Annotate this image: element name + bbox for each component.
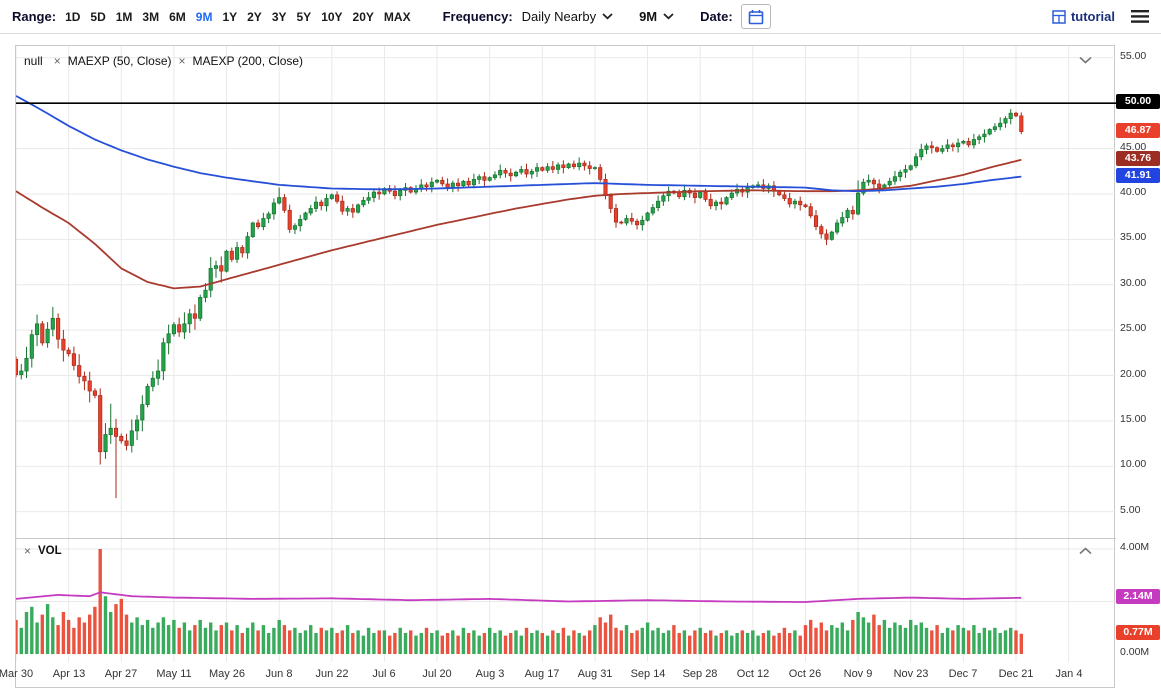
range-option-6m[interactable]: 6M [169,9,186,24]
price-badge: 46.87 [1116,123,1160,138]
expand-panel-chevron-icon[interactable] [1079,547,1092,555]
range-option-9m[interactable]: 9M [195,9,213,24]
x-tick-label: Jul 6 [372,668,396,680]
price-tick-label: 25.00 [1120,322,1147,334]
frequency-dropdown[interactable]: Daily Nearby [522,9,613,24]
x-tick-label: Dec 7 [948,668,978,680]
panel-divider[interactable] [16,538,1116,539]
chart-legend: null × MAEXP (50, Close) × MAEXP (200, Clos… [24,54,303,68]
range-option-3m[interactable]: 3M [142,9,160,24]
price-tick-label: 40.00 [1120,186,1147,198]
volume-label: VOL [38,545,62,557]
remove-volume-icon[interactable]: × [24,544,32,558]
x-tick-label: Oct 26 [788,668,822,680]
volume-panel[interactable]: × VOL [14,539,1116,662]
x-tick-label: Apr 13 [52,668,86,680]
range-option-5y[interactable]: 5Y [296,9,312,24]
frequency-label: Frequency: [442,9,513,24]
x-tick-label: Sep 14 [630,668,666,680]
range-option-max[interactable]: MAX [383,9,411,24]
range-option-2y[interactable]: 2Y [247,9,262,24]
range-option-1y[interactable]: 1Y [222,9,238,24]
x-tick-label: Jun 22 [315,668,349,680]
x-tick-label: Aug 17 [524,668,560,680]
price-tick-label: 10.00 [1120,458,1147,470]
x-tick-label: Sep 28 [682,668,718,680]
price-axis[interactable]: 55.00 50.00 45.00 40.00 35.00 30.00 25.00 20.00… [1116,45,1161,688]
tutorial-label: tutorial [1070,9,1115,24]
volume-canvas[interactable] [14,539,1116,662]
price-tick-label: 30.00 [1120,277,1147,289]
price-tick-label: 20.00 [1120,368,1147,380]
price-tick-label: 55.00 [1120,50,1147,62]
volume-tick-label: 4.00M [1120,541,1150,553]
range-option-3y[interactable]: 3Y [271,9,287,24]
price-tick-label: 5.00 [1120,504,1141,516]
period-value: 9M [639,9,658,24]
period-dropdown[interactable]: 9M [639,9,674,24]
collapse-panel-chevron-icon[interactable] [1079,56,1092,64]
volume-badge: 0.77M [1116,625,1160,640]
volume-badge: 2.14M [1116,589,1160,604]
x-tick-label: May 11 [156,668,192,680]
menu-icon[interactable] [1131,10,1149,23]
price-tick-label: 35.00 [1120,231,1147,243]
study-label: MAEXP (200, Close) [192,54,304,68]
range-option-1m[interactable]: 1M [115,9,133,24]
price-tick-label: 15.00 [1120,413,1147,425]
study-label: MAEXP (50, Close) [67,54,172,68]
toolbar: Range: 1D 5D 1M 3M 6M 9M 1Y 2Y 3Y 5Y 10Y 20Y MAX Fre… [0,0,1161,34]
price-chart-canvas[interactable] [13,46,1116,538]
volume-legend: × VOL [24,545,62,557]
frequency-value: Daily Nearby [521,9,597,24]
x-tick-label: Jul 20 [422,668,452,680]
date-label: Date: [700,9,733,24]
volume-tick-label: 0.00M [1120,646,1150,658]
x-tick-label: Apr 27 [104,668,138,680]
symbol-label: null [24,54,43,68]
remove-study-icon[interactable]: × [178,54,186,68]
x-tick-label: May 26 [208,668,246,680]
price-badge: 43.76 [1116,151,1160,166]
x-tick-label: Nov 23 [893,668,929,680]
chevron-down-icon [602,13,613,20]
chart-container: null × MAEXP (50, Close) × MAEXP (200, Clos… [0,45,1116,688]
remove-study-icon[interactable]: × [53,54,61,68]
x-tick-label: Aug 3 [475,668,505,680]
range-option-1d[interactable]: 1D [65,9,81,24]
price-tick-label: 45.00 [1120,141,1147,153]
x-tick-label: Oct 12 [736,668,770,680]
price-badge: 41.91 [1116,168,1160,183]
range-option-20y[interactable]: 20Y [352,9,374,24]
range-option-5d[interactable]: 5D [90,9,106,24]
date-picker-button[interactable] [740,4,771,29]
x-tick-label: Aug 31 [577,668,613,680]
tutorial-grid-icon [1052,9,1066,24]
price-badge: 50.00 [1116,94,1160,109]
chevron-down-icon [663,13,674,20]
x-tick-label: Jan 4 [1055,668,1083,680]
range-option-10y[interactable]: 10Y [321,9,343,24]
x-axis[interactable]: Mar 30 Apr 13 Apr 27 May 11 May 26 Jun 8 Jun 2… [0,662,1116,688]
range-selector: 1D 5D 1M 3M 6M 9M 1Y 2Y 3Y 5Y 10Y 20Y MAX [65,10,421,24]
calendar-icon [748,9,763,24]
x-tick-label: Nov 9 [843,668,873,680]
x-tick-label: Mar 30 [0,668,34,680]
x-tick-label: Jun 8 [265,668,293,680]
price-chart-panel[interactable]: null × MAEXP (50, Close) × MAEXP (200, Clos… [13,46,1116,538]
range-label: Range: [12,9,57,24]
x-tick-label: Dec 21 [998,668,1034,680]
tutorial-link[interactable]: tutorial [1052,9,1115,24]
